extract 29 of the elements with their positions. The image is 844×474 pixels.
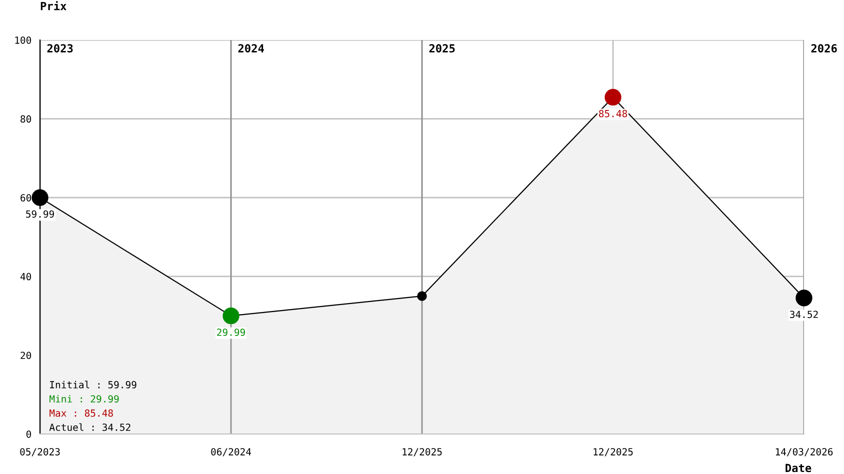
annotation: 2023: [47, 44, 73, 53]
y-tick-label: 0: [26, 430, 32, 438]
point: [222, 308, 240, 324]
x-tick-label: 05/2023: [20, 448, 60, 456]
x-tick-label: 14/03/2026: [776, 448, 833, 456]
x-tick-label: 06/2024: [211, 448, 252, 456]
point: [796, 290, 812, 306]
x-tick-label: 12/2025: [594, 448, 633, 456]
annotation: 2025: [429, 44, 455, 53]
data-label: 59.99: [26, 210, 54, 218]
y-tick-label: 80: [20, 115, 32, 123]
y-tick-label: 40: [20, 272, 32, 280]
point: [604, 88, 622, 106]
data-label: 29.99: [217, 328, 245, 336]
annotation: Mini : 29.99: [50, 395, 119, 403]
x-axis-title: Date: [786, 464, 812, 472]
text: 2026: [811, 44, 837, 53]
annotation: 2024: [238, 44, 264, 53]
annotation: Max : 85.48: [50, 409, 113, 417]
y-tick-label: 60: [20, 194, 32, 202]
data-label: 34.52: [790, 310, 818, 318]
annotation: Initial : 59.99: [50, 380, 136, 388]
x-tick-label: 12/2025: [402, 448, 442, 456]
y-tick-label: 20: [20, 352, 32, 360]
y-tick-label: 100: [15, 36, 32, 44]
data-label: 85.48: [598, 110, 628, 118]
y-axis-title: Prix: [40, 1, 66, 10]
annotation: Actuel : 34.52: [49, 423, 130, 431]
point: [32, 189, 48, 206]
